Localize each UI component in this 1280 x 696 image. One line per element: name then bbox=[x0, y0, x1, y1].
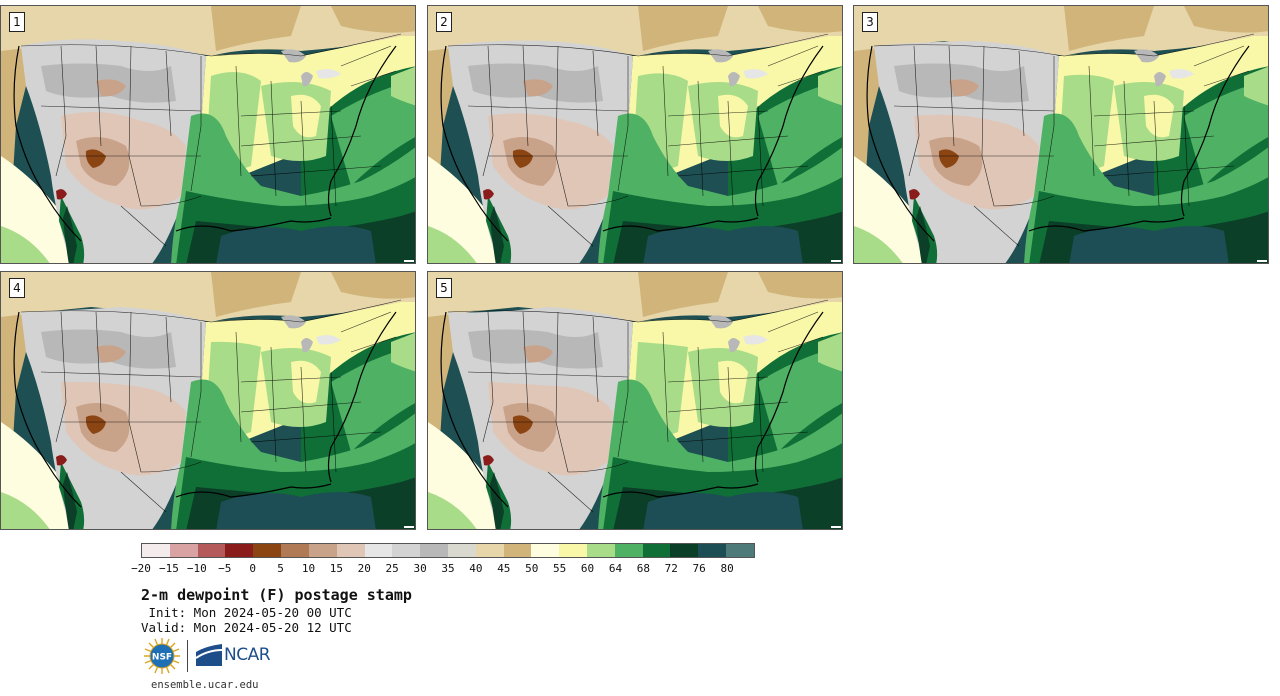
init-time: Init: Mon 2024-05-20 00 UTC bbox=[141, 605, 352, 620]
ncar-logo-text: NCAR bbox=[224, 645, 271, 665]
colorbar-swatch bbox=[253, 544, 282, 557]
colorbar-tick-label: 50 bbox=[525, 562, 539, 575]
colorbar-tick-label: 45 bbox=[497, 562, 511, 575]
logo-divider bbox=[187, 640, 188, 672]
colorbar-swatch bbox=[225, 544, 254, 557]
member-number-label: 3 bbox=[862, 12, 878, 32]
member-number-label: 5 bbox=[436, 278, 452, 298]
colorbar-tick-label: 35 bbox=[441, 562, 455, 575]
colorbar-tick-label: 72 bbox=[664, 562, 678, 575]
colorbar-swatch bbox=[142, 544, 170, 557]
corner-mark bbox=[1257, 260, 1267, 262]
corner-mark bbox=[831, 526, 841, 528]
colorbar-tick-label: 5 bbox=[277, 562, 284, 575]
colorbar-swatch bbox=[726, 544, 754, 557]
colorbar-swatch bbox=[587, 544, 615, 557]
member-map-panel-3: 3 bbox=[853, 5, 1269, 264]
colorbar-swatch bbox=[475, 544, 504, 557]
colorbar-tick-label: 30 bbox=[413, 562, 427, 575]
colorbar-tick-label: 25 bbox=[385, 562, 399, 575]
colorbar-swatch bbox=[698, 544, 727, 557]
colorbar-tick-label: 15 bbox=[329, 562, 343, 575]
colorbar-swatch bbox=[336, 544, 365, 557]
dewpoint-map bbox=[1, 6, 415, 263]
corner-mark bbox=[404, 526, 414, 528]
colorbar-swatch bbox=[531, 544, 560, 557]
colorbar-tick-label: 20 bbox=[357, 562, 371, 575]
colorbar-swatch bbox=[447, 544, 476, 557]
colorbar-swatch bbox=[670, 544, 699, 557]
colorbar-tick-labels: −20 −15 −10 −5 0 5 10 15 20 25 30 35 40 45 50 55 60 64 68 7… bbox=[131, 562, 755, 576]
member-map-panel-2: 2 bbox=[427, 5, 843, 264]
dewpoint-map bbox=[854, 6, 1268, 263]
colorbar-swatch bbox=[308, 544, 337, 557]
valid-time: Valid: Mon 2024-05-20 12 UTC bbox=[141, 620, 352, 635]
colorbar-tick-label: 64 bbox=[608, 562, 623, 575]
colorbar-tick-label: 55 bbox=[553, 562, 567, 575]
colorbar-swatch bbox=[614, 544, 643, 557]
product-title: 2-m dewpoint (F) postage stamp bbox=[141, 586, 412, 604]
colorbar-tick-label: −20 bbox=[131, 562, 151, 575]
member-map-panel-1: 1 bbox=[0, 5, 416, 264]
member-number-label: 4 bbox=[9, 278, 25, 298]
colorbar-tick-label: 40 bbox=[469, 562, 483, 575]
colorbar-swatch bbox=[197, 544, 226, 557]
dewpoint-map bbox=[1, 272, 415, 529]
colorbar-swatch bbox=[420, 544, 448, 557]
member-map-panel-4: 4 bbox=[0, 271, 416, 530]
colorbar-tick-label: 0 bbox=[249, 562, 256, 575]
corner-mark bbox=[831, 260, 841, 262]
colorbar-tick-label: 76 bbox=[692, 562, 706, 575]
member-map-panel-5: 5 bbox=[427, 271, 843, 530]
colorbar-swatch bbox=[364, 544, 393, 557]
colorbar-tick-label: −10 bbox=[186, 562, 207, 575]
member-number-label: 2 bbox=[436, 12, 452, 32]
nsf-logo: NSF bbox=[144, 638, 180, 674]
colorbar-tick-label: 10 bbox=[301, 562, 316, 575]
colorbar-tick-label: −15 bbox=[158, 562, 179, 575]
ncar-logo: NCAR bbox=[196, 643, 271, 667]
colorbar-swatch bbox=[642, 544, 671, 557]
ncar-mark-icon bbox=[196, 644, 222, 666]
dewpoint-colorbar bbox=[141, 543, 755, 558]
colorbar-swatch bbox=[392, 544, 421, 557]
website-link[interactable]: ensemble.ucar.edu bbox=[151, 679, 259, 691]
nsf-logo-text: NSF bbox=[152, 653, 172, 663]
colorbar-tick-label: 68 bbox=[636, 562, 650, 575]
dewpoint-map bbox=[428, 272, 842, 529]
colorbar-tick-label: −5 bbox=[218, 562, 232, 575]
colorbar-swatch bbox=[559, 544, 587, 557]
member-number-label: 1 bbox=[9, 12, 25, 32]
dewpoint-map bbox=[428, 6, 842, 263]
colorbar-swatch bbox=[281, 544, 309, 557]
colorbar-tick-label: 60 bbox=[580, 562, 595, 575]
colorbar-swatch bbox=[169, 544, 198, 557]
colorbar-swatch bbox=[503, 544, 532, 557]
corner-mark bbox=[404, 260, 414, 262]
colorbar-tick-label: 80 bbox=[720, 562, 734, 575]
